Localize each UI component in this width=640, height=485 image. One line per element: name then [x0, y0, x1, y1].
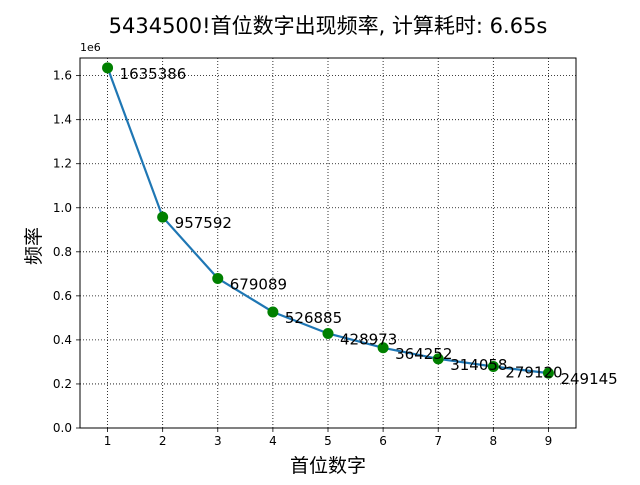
y-tick-label: 1.0	[53, 201, 72, 215]
y-tick-label: 0.4	[53, 333, 72, 347]
y-multiplier-label: 1e6	[80, 41, 101, 54]
series	[102, 62, 554, 379]
x-axis-title: 首位数字	[290, 455, 366, 477]
data-label: 279120	[505, 364, 562, 382]
data-labels: 1635386 957592 679089 526885 428973364252314…	[120, 65, 618, 388]
data-point	[377, 342, 389, 354]
y-tick-label: 0.8	[53, 245, 72, 259]
data-point	[322, 328, 334, 340]
y-tick-label: 0.0	[53, 421, 72, 435]
x-tick-label: 5	[324, 434, 332, 448]
y-tick-label: 1.6	[53, 69, 72, 83]
y-tick-label: 1.4	[53, 113, 72, 127]
x-tick-label: 2	[159, 434, 167, 448]
chart-title: 5434500!首位数字出现频率, 计算耗时: 6.65s	[109, 14, 548, 38]
x-tick-label: 3	[214, 434, 222, 448]
data-point	[542, 367, 554, 379]
x-tick-label: 9	[545, 434, 553, 448]
data-point	[212, 272, 224, 284]
data-label: 314058	[450, 356, 507, 374]
data-point	[267, 306, 279, 318]
data-label: 679089	[230, 275, 287, 293]
x-tick-label: 6	[379, 434, 387, 448]
data-point	[102, 62, 114, 74]
data-label: 364252	[395, 345, 452, 363]
y-tick-label: 1.2	[53, 157, 72, 171]
data-point	[432, 353, 444, 365]
data-label: 526885	[285, 309, 342, 327]
y-tick-label: 0.6	[53, 289, 72, 303]
x-tick-label: 7	[434, 434, 442, 448]
axis-ticks: 1 2 3 4 5 6 7 8 9 0.0 0.2 0.4 0.6 0.8 1.0 1.2 1.4 1.6	[53, 69, 552, 448]
data-label: 957592	[175, 214, 232, 232]
data-label: 428973	[340, 331, 397, 349]
x-tick-label: 1	[104, 434, 112, 448]
data-point	[157, 211, 169, 223]
x-tick-label: 4	[269, 434, 277, 448]
y-tick-label: 0.2	[53, 377, 72, 391]
x-tick-label: 8	[490, 434, 498, 448]
plot-frame	[79, 57, 577, 429]
data-label: 1635386	[120, 65, 187, 83]
data-label: 249145	[560, 370, 617, 388]
y-axis-title: 频率	[23, 227, 45, 265]
data-point	[487, 361, 499, 373]
